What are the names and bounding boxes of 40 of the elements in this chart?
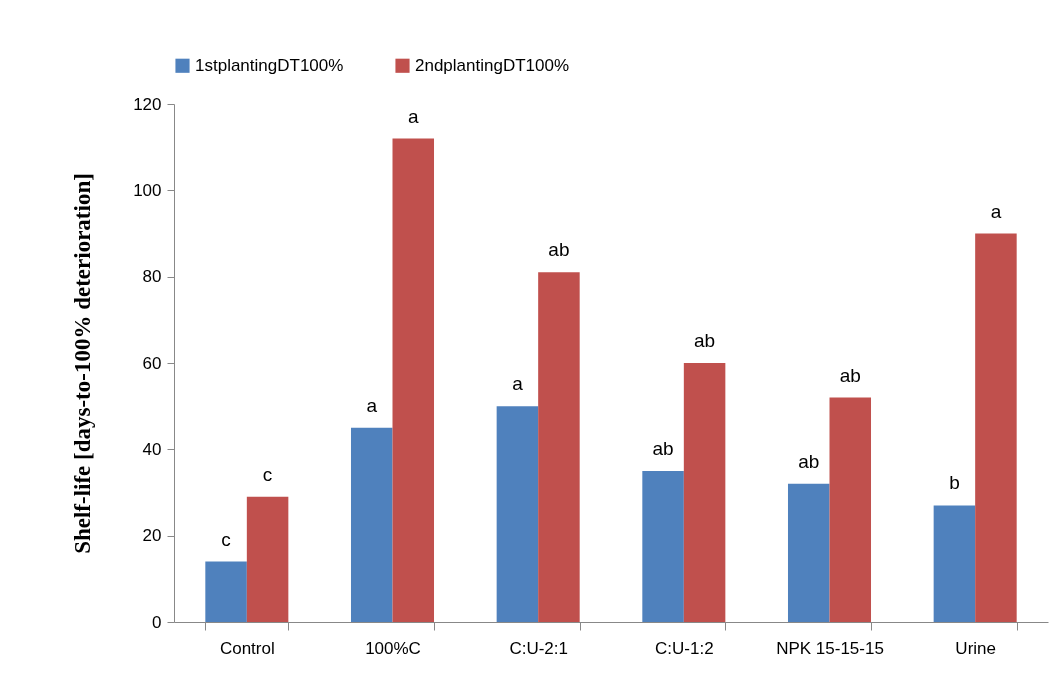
data-label: ab <box>694 330 716 351</box>
data-label: ab <box>548 239 570 261</box>
y-tick-label: 120 <box>133 94 162 114</box>
y-tick-label: 100 <box>133 180 162 200</box>
legend-label: 2ndplantingDT100% <box>415 55 570 75</box>
bar <box>350 427 393 622</box>
data-label: c <box>262 463 273 485</box>
bar <box>392 138 435 622</box>
x-tick-label: C:U-1:2 <box>655 638 714 658</box>
x-tick-label: Urine <box>955 638 996 658</box>
data-label: ab <box>839 364 861 386</box>
data-label: a <box>512 373 524 395</box>
x-tick-label: 100%C <box>365 638 421 658</box>
bar <box>933 505 976 622</box>
y-tick-label: 60 <box>142 353 162 373</box>
data-label: a <box>407 105 419 127</box>
y-tick-label: 40 <box>142 439 162 459</box>
x-tick-label: C:U-2:1 <box>509 638 568 658</box>
bar <box>829 397 872 622</box>
x-tick-label: NPK 15-15-15 <box>776 638 884 658</box>
y-tick-label: 20 <box>142 526 162 546</box>
y-tick-label: 0 <box>152 612 162 632</box>
bar <box>246 496 289 622</box>
bar <box>205 561 247 622</box>
y-axis-title: Shelf-life [days-to-100% deterioration] <box>70 173 96 554</box>
bar <box>642 470 684 622</box>
bar <box>787 483 830 622</box>
data-label: c <box>221 528 231 550</box>
data-label: a <box>990 200 1002 222</box>
legend-label: 1stplantingDT100% <box>195 55 344 75</box>
bar <box>683 363 726 622</box>
data-label: ab <box>652 437 674 459</box>
y-tick-label: 80 <box>142 267 162 287</box>
bar <box>538 272 580 622</box>
data-label: b <box>949 472 960 494</box>
x-tick-label: Control <box>219 638 275 658</box>
bar <box>975 233 1017 622</box>
bar <box>496 406 539 622</box>
data-label: ab <box>798 450 820 472</box>
data-label: a <box>366 394 378 416</box>
